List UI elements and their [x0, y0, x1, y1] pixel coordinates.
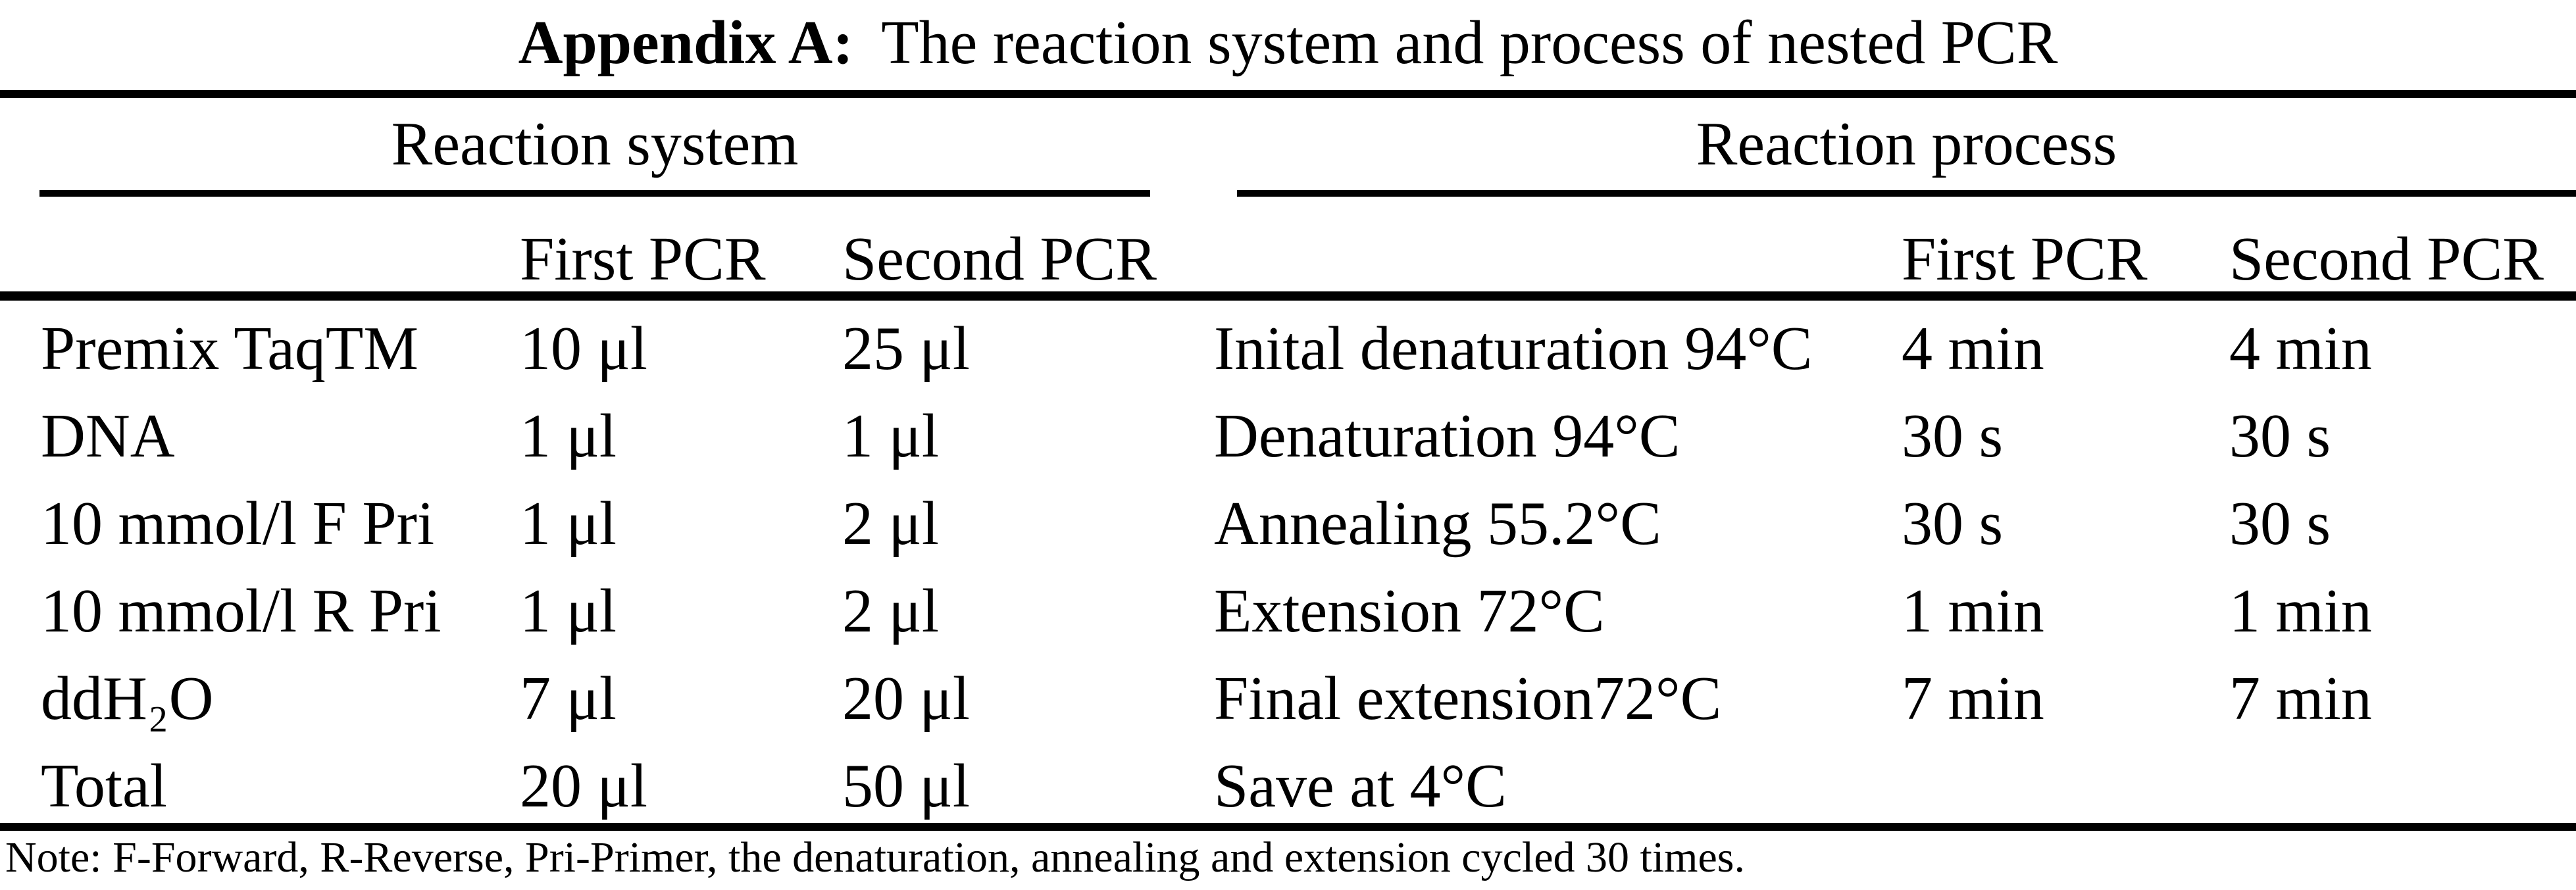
cell-second-pcr-time: 30 s: [2229, 489, 2331, 558]
cell-reagent: Total: [41, 751, 167, 820]
cell-process-step: Inital denaturation 94°C: [1214, 314, 1813, 383]
cell-first-pcr-volume: 1 μl: [520, 576, 617, 645]
group-header-reaction-process: Reaction process: [1696, 110, 2117, 178]
cell-first-pcr-volume: 7 μl: [520, 664, 617, 733]
cell-second-pcr-volume: 2 μl: [842, 489, 940, 558]
top-rule: [0, 90, 2576, 98]
cell-second-pcr-volume: 2 μl: [842, 576, 940, 645]
cell-first-pcr-time: 30 s: [1902, 489, 2004, 558]
cell-process-step: Denaturation 94°C: [1214, 401, 1680, 470]
cell-second-pcr-time: 30 s: [2229, 401, 2331, 470]
cell-first-pcr-volume: 10 μl: [520, 314, 648, 383]
cell-process-step: Annealing 55.2°C: [1214, 489, 1661, 558]
cell-first-pcr-volume: 1 μl: [520, 401, 617, 470]
header-rule: [0, 291, 2576, 301]
cell-reagent: Premix TaqTM: [41, 314, 418, 383]
cell-second-pcr-volume: 1 μl: [842, 401, 940, 470]
col-header-system-second-pcr: Second PCR: [842, 225, 1157, 293]
col-header-process-first-pcr: First PCR: [1902, 225, 2148, 293]
bottom-rule: [0, 823, 2576, 831]
spacer-cell: [1214, 214, 1902, 305]
col-header-process-second-pcr: Second PCR: [2229, 225, 2544, 293]
cell-reagent: ddH₂O: [41, 664, 214, 733]
cell-first-pcr-volume: 20 μl: [520, 751, 648, 820]
cell-reagent: DNA: [41, 401, 175, 470]
cell-reagent: 10 mmol/l R Pri: [41, 576, 442, 645]
group-header-reaction-system: Reaction system: [391, 110, 799, 178]
cell-second-pcr-time: 4 min: [2229, 314, 2372, 383]
cell-first-pcr-time: 4 min: [1902, 314, 2044, 383]
cell-first-pcr-time: 7 min: [1902, 664, 2044, 733]
cell-second-pcr-time: 7 min: [2229, 664, 2372, 733]
table-note: Note: F-Forward, R-Reverse, Pri-Primer, …: [5, 833, 1745, 881]
group-rule-reaction-process: [1237, 190, 2576, 197]
cell-first-pcr-time: 30 s: [1902, 401, 2004, 470]
cell-process-step: Extension 72°C: [1214, 576, 1605, 645]
cell-second-pcr-volume: 50 μl: [842, 751, 971, 820]
cell-first-pcr-time: 1 min: [1902, 576, 2044, 645]
spacer-cell: [41, 214, 520, 305]
cell-second-pcr-time: [2229, 742, 2576, 829]
col-header-system-first-pcr: First PCR: [520, 225, 766, 293]
cell-second-pcr-volume: 25 μl: [842, 314, 971, 383]
figure-title-text: The reaction system and process of neste…: [881, 9, 2058, 77]
figure-title: Appendix A: The reaction system and proc…: [0, 0, 2576, 86]
cell-process-step: Save at 4°C: [1214, 751, 1507, 820]
cell-reagent: 10 mmol/l F Pri: [41, 489, 435, 558]
group-rule-reaction-system: [39, 190, 1150, 197]
cell-second-pcr-volume: 20 μl: [842, 664, 971, 733]
figure-title-label: Appendix A:: [518, 9, 853, 77]
table-grid: First PCR Second PCR First PCR Second PC…: [41, 214, 2576, 829]
cell-process-step: Final extension72°C: [1214, 664, 1722, 733]
cell-first-pcr-volume: 1 μl: [520, 489, 617, 558]
cell-first-pcr-time: [1902, 742, 2229, 829]
cell-second-pcr-time: 1 min: [2229, 576, 2372, 645]
